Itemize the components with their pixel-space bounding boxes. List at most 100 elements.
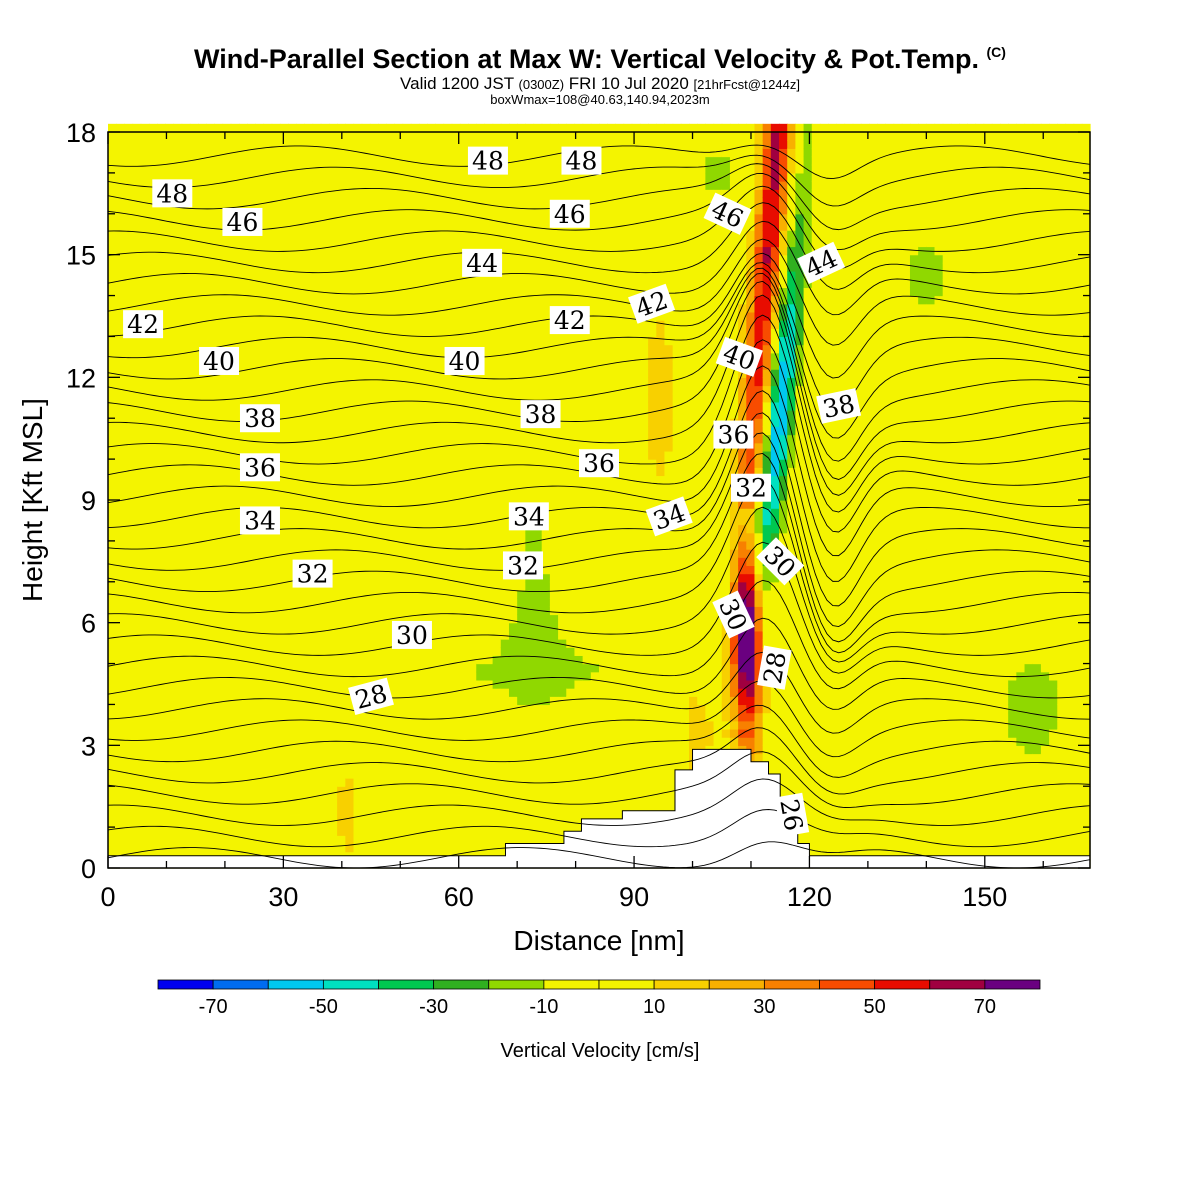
field-cell: [476, 181, 486, 190]
field-cell: [279, 230, 289, 239]
field-cell: [263, 148, 273, 158]
field-cell: [173, 164, 183, 174]
field-cell: [484, 352, 494, 362]
field-cell: [533, 728, 543, 738]
field-cell: [541, 483, 551, 493]
field-cell: [288, 450, 297, 460]
field-cell: [296, 663, 305, 673]
field-cell: [525, 704, 535, 714]
field-cell: [451, 246, 461, 256]
field-cell: [517, 696, 526, 706]
field-cell: [427, 221, 436, 231]
field-cell: [410, 753, 420, 763]
field-cell: [198, 156, 207, 166]
field-cell: [361, 230, 371, 239]
field-cell: [484, 655, 494, 665]
field-cell: [378, 148, 387, 158]
field-cell: [500, 467, 510, 477]
field-cell: [451, 262, 461, 272]
field-cell: [328, 418, 338, 427]
field-cell: [148, 262, 158, 272]
field-cell: [296, 221, 305, 231]
field-cell: [222, 573, 232, 583]
field-cell: [549, 810, 559, 820]
field-cell: [108, 181, 117, 190]
field-cell: [328, 360, 338, 370]
field-cell: [312, 630, 322, 640]
field-cell: [222, 328, 232, 338]
field-cell: [468, 622, 477, 632]
field-cell: [402, 311, 412, 321]
field-cell: [148, 385, 158, 395]
field-cell: [328, 401, 338, 411]
field-cell: [386, 271, 396, 280]
field-cell: [271, 271, 281, 280]
field-cell: [337, 254, 346, 264]
field-cell: [263, 344, 273, 354]
field-cell: [443, 279, 453, 288]
field-cell: [238, 320, 248, 329]
field-cell: [132, 786, 142, 795]
field-cell: [418, 459, 428, 468]
field-cell: [189, 172, 199, 182]
field-cell: [443, 377, 453, 387]
field-cell: [304, 254, 314, 264]
field-cell: [279, 655, 289, 665]
field-cell: [328, 573, 338, 583]
field-cell: [451, 835, 461, 845]
field-cell: [418, 377, 428, 387]
field-cell: [402, 532, 412, 542]
field-cell: [312, 328, 322, 338]
field-cell: [140, 704, 150, 714]
field-cell: [369, 148, 379, 158]
field-cell: [140, 205, 150, 215]
field-cell: [508, 360, 518, 370]
field-cell: [484, 622, 494, 632]
field-cell: [108, 565, 117, 575]
field-cell: [451, 704, 461, 714]
field-cell: [476, 614, 486, 624]
field-cell: [312, 221, 322, 231]
field-cell: [328, 221, 338, 231]
field-cell: [484, 475, 494, 485]
field-cell: [402, 712, 412, 722]
field-cell: [443, 205, 453, 215]
field-cell: [189, 434, 199, 444]
field-cell: [214, 377, 224, 387]
field-cell: [427, 197, 436, 207]
field-cell: [394, 254, 404, 264]
field-cell: [369, 557, 379, 567]
field-cell: [271, 843, 281, 853]
field-cell: [198, 663, 207, 673]
field-cell: [492, 328, 502, 338]
field-cell: [304, 344, 314, 354]
field-cell: [198, 132, 207, 141]
field-cell: [312, 123, 322, 133]
field-cell: [296, 287, 305, 297]
field-cell: [206, 148, 215, 158]
field-cell: [181, 630, 191, 640]
field-cell: [476, 385, 486, 395]
field-cell: [492, 679, 502, 689]
field-cell: [279, 287, 289, 297]
field-cell: [353, 385, 363, 395]
field-cell: [271, 197, 281, 207]
field-cell: [410, 671, 420, 681]
field-cell: [271, 565, 281, 575]
field-cell: [173, 385, 183, 395]
field-cell: [263, 230, 273, 239]
field-cell: [214, 761, 224, 771]
field-cell: [288, 745, 297, 755]
field-cell: [500, 598, 510, 607]
field-cell: [435, 565, 445, 575]
field-cell: [427, 589, 436, 599]
field-cell: [353, 769, 363, 779]
field-cell: [148, 205, 158, 215]
chart-title-text: Wind-Parallel Section at Max W: Vertical…: [194, 44, 979, 74]
field-cell: [198, 450, 207, 460]
field-cell: [255, 720, 265, 730]
field-cell: [549, 679, 559, 689]
field-cell: [255, 303, 265, 313]
field-cell: [157, 377, 166, 387]
field-cell: [279, 303, 289, 313]
